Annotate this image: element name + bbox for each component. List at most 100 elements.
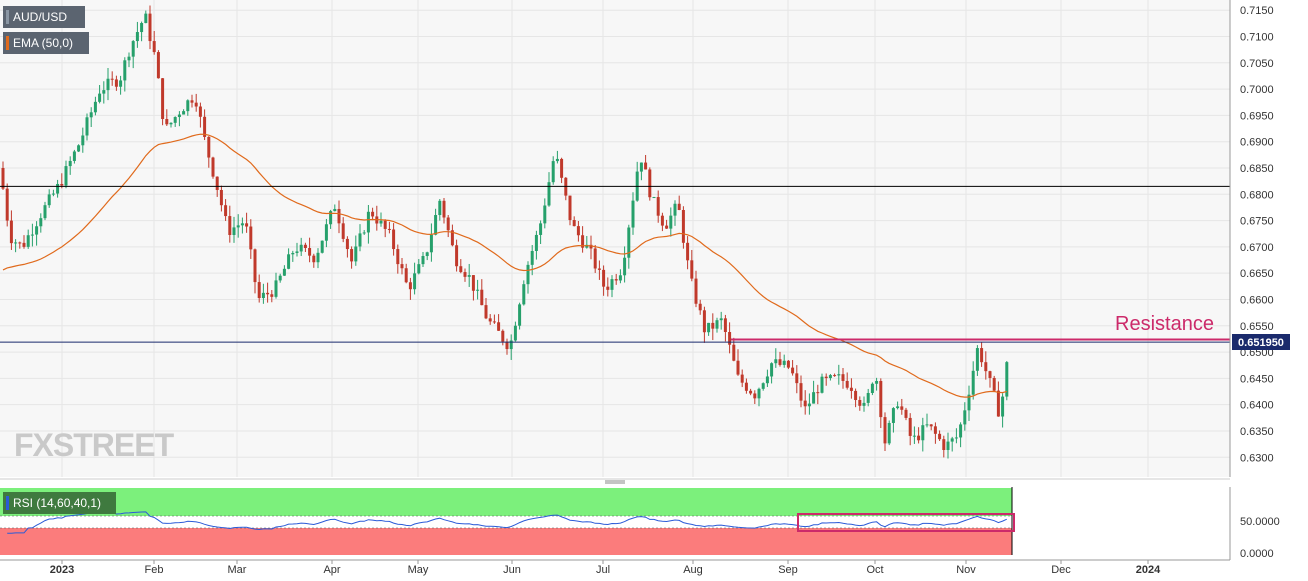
price-axis-ticks: 0.7150 0.7100 0.7050 0.7000 0.6950 0.6900 0.68…: [1240, 5, 1274, 464]
rsi-tag[interactable]: RSI (14,60,40,1): [3, 492, 116, 514]
candle: [266, 282, 270, 303]
candle: [236, 214, 240, 238]
candle: [308, 237, 312, 263]
candle: [303, 242, 307, 252]
candle: [627, 224, 631, 269]
candle: [795, 365, 799, 394]
candle: [669, 207, 673, 237]
candle: [849, 378, 853, 399]
candle: [60, 173, 64, 189]
candle: [572, 216, 576, 227]
candle: [404, 263, 408, 284]
price-tick-label: 0.7050: [1240, 58, 1274, 70]
candle: [282, 265, 286, 276]
candle: [211, 156, 215, 179]
price-tick-label: 0.6550: [1240, 321, 1274, 333]
price-tick-label: 0.6650: [1240, 268, 1274, 280]
horizontal-gridlines: [0, 9, 1230, 458]
candle: [980, 342, 984, 367]
candle: [198, 102, 202, 128]
candle: [883, 412, 887, 451]
candle: [22, 235, 26, 249]
candle: [85, 113, 89, 141]
candle: [921, 417, 925, 452]
candle: [770, 362, 774, 384]
candle: [144, 10, 148, 24]
watermark: FXSTREET: [14, 427, 175, 463]
time-tick-label: Oct: [866, 564, 883, 576]
time-tick-label: Apr: [323, 564, 340, 576]
candle: [518, 302, 522, 330]
candle: [98, 85, 102, 104]
candle: [954, 428, 958, 444]
candle: [413, 262, 417, 295]
candle: [820, 373, 824, 394]
candle: [912, 426, 916, 444]
candle: [127, 52, 131, 68]
pane-resize-handle[interactable]: [605, 480, 625, 484]
symbol-swatch: [6, 10, 9, 24]
ema-tag[interactable]: EMA (50,0): [3, 32, 89, 54]
candle: [681, 206, 685, 249]
candle: [173, 116, 177, 127]
price-tick-label: 0.6700: [1240, 242, 1274, 254]
candle: [992, 375, 996, 393]
candle: [320, 240, 324, 254]
candle: [152, 30, 156, 55]
candle: [455, 239, 459, 272]
candle: [287, 248, 291, 270]
candle: [261, 283, 265, 304]
candle: [400, 258, 404, 275]
time-tick-label: Feb: [145, 564, 164, 576]
candle: [371, 207, 375, 221]
candle: [123, 57, 127, 92]
candle: [891, 407, 895, 433]
candle: [938, 430, 942, 441]
candle: [656, 190, 660, 223]
symbol-tag[interactable]: AUD/USD: [3, 6, 85, 28]
candle: [106, 68, 110, 101]
candle: [459, 259, 463, 274]
candle: [560, 157, 564, 184]
candle: [484, 297, 488, 320]
price-tick-label: 0.6800: [1240, 189, 1274, 201]
candle: [618, 269, 622, 284]
candle: [383, 219, 387, 238]
candle: [799, 375, 803, 408]
candle: [140, 21, 144, 42]
candle: [245, 212, 249, 233]
price-tick-label: 0.6500: [1240, 347, 1274, 359]
candle: [1005, 361, 1009, 401]
candle: [9, 210, 13, 250]
candle: [652, 196, 656, 199]
candle: [387, 221, 391, 234]
last-price-value: 0.651950: [1238, 337, 1284, 349]
candle: [673, 200, 677, 226]
candle: [5, 183, 9, 227]
candle: [148, 5, 152, 50]
candle: [837, 364, 841, 385]
last-price-box: [1232, 334, 1290, 350]
candle: [56, 179, 60, 198]
candle: [509, 334, 513, 360]
candle: [488, 314, 492, 325]
candle: [644, 154, 648, 170]
candle: [1001, 393, 1005, 428]
candle: [677, 195, 681, 211]
candle: [425, 251, 429, 261]
candle: [904, 407, 908, 421]
candle: [295, 242, 299, 257]
price-tick-label: 0.6300: [1240, 452, 1274, 464]
candle: [908, 413, 912, 446]
candle: [749, 388, 753, 396]
time-tick-label: Jul: [596, 564, 610, 576]
candle: [694, 270, 698, 308]
candle: [841, 367, 845, 389]
symbol-label: AUD/USD: [13, 10, 68, 24]
candle: [917, 427, 921, 444]
candle: [828, 373, 832, 381]
candle: [786, 360, 790, 370]
candle: [43, 201, 47, 221]
candle: [366, 204, 370, 244]
candle: [942, 435, 946, 458]
